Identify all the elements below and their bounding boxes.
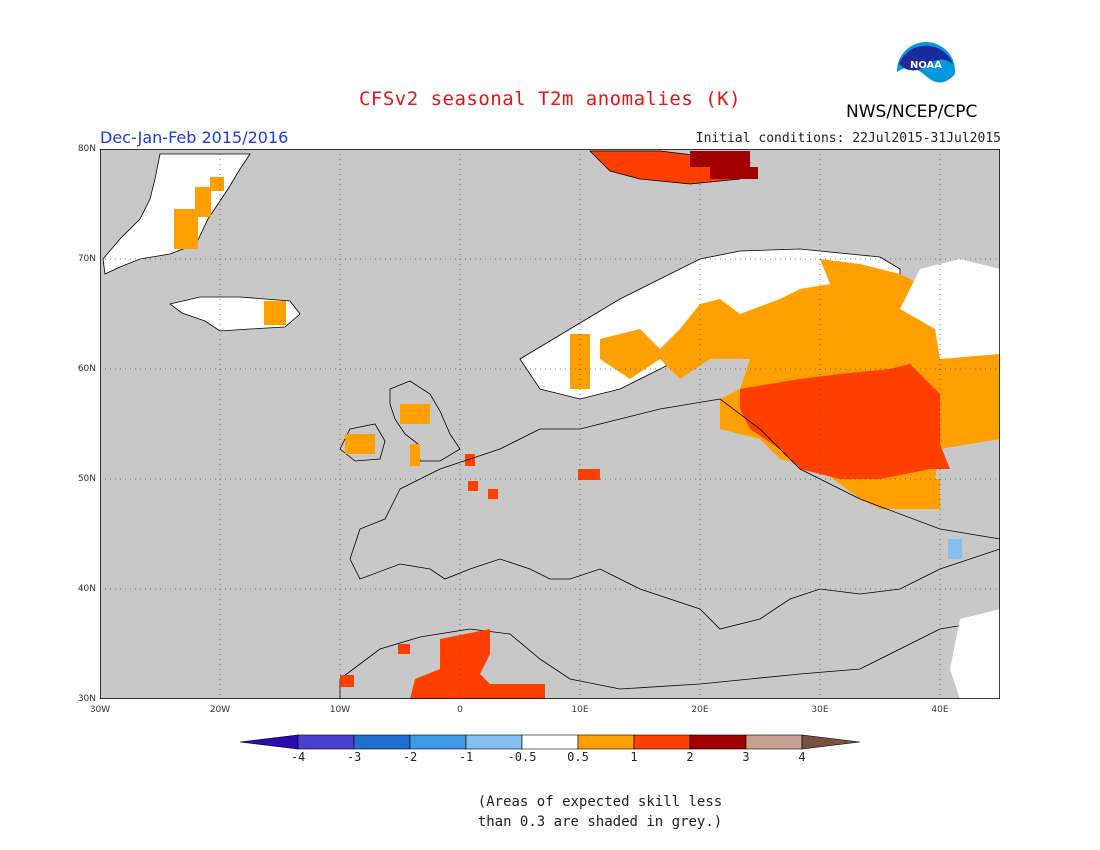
africa-coastline (339, 618, 1000, 699)
period-label: Dec-Jan-Feb 2015/2016 (100, 128, 289, 147)
skill-note-line-1: (Areas of expected skill less (477, 794, 723, 810)
lat-tick-60n: 60N (77, 364, 96, 374)
colorbar-label: -4 (290, 750, 306, 764)
colorbar-label: 2 (686, 750, 694, 764)
lat-tick-40n: 40N (77, 584, 96, 594)
lat-tick-80n: 80N (77, 144, 96, 154)
anomaly-red-russia (740, 364, 950, 479)
anomaly-map (100, 149, 1000, 699)
lon-tick-20e: 20E (691, 705, 709, 715)
anomaly-norway (570, 334, 590, 389)
russia-snow (900, 259, 1000, 359)
lon-tick-30w: 30W (89, 705, 111, 715)
colorbar-segment (465, 734, 523, 750)
colorbar-segment (633, 734, 691, 750)
colorbar-label: 0.5 (567, 750, 589, 764)
colorbar-label: -2 (402, 750, 418, 764)
map-graticule (100, 149, 1000, 699)
svalbard (589, 150, 758, 185)
colorbar (240, 734, 860, 750)
lon-tick-10e: 10E (571, 705, 589, 715)
colorbar-segment (297, 734, 355, 750)
colorbar-segment (577, 734, 635, 750)
chart-title: CFSv2 seasonal T2m anomalies (K) (358, 88, 742, 110)
colorbar-label: -3 (346, 750, 362, 764)
anomaly-morocco (398, 644, 410, 654)
lat-tick-50n: 50N (77, 474, 96, 484)
greenland (102, 153, 251, 275)
colorbar-arrow-high (801, 734, 860, 750)
organization-label: NWS/NCEP/CPC (846, 102, 978, 122)
anomaly-ukraine (900, 479, 940, 509)
colorbar-label: 3 (742, 750, 750, 764)
lon-tick-30e: 30E (811, 705, 829, 715)
british-isles (339, 380, 475, 466)
middle-east-snow (950, 609, 1000, 699)
colorbar-segment (409, 734, 467, 750)
lat-tick-70n: 70N (77, 254, 96, 264)
colorbar-segment (745, 734, 803, 750)
anomaly-france-2 (488, 489, 498, 499)
iceland (169, 296, 301, 332)
colorbar-label: -1 (458, 750, 474, 764)
colorbar-segment (689, 734, 747, 750)
colorbar-label: -0.5 (507, 750, 537, 764)
anomaly-morocco-2 (340, 675, 354, 687)
colorbar-label: 1 (630, 750, 638, 764)
anomaly-germany (578, 469, 600, 480)
anomaly-caucasus-blue (948, 539, 962, 559)
skill-note-line-2: than 0.3 are shaded in grey.) (477, 814, 723, 830)
colorbar-label: 4 (798, 750, 806, 764)
lon-tick-0: 0 (457, 705, 463, 715)
colorbar-segment (353, 734, 411, 750)
lat-tick-30n: 30N (77, 694, 96, 704)
skill-note: (Areas of expected skill less than 0.3 a… (420, 792, 780, 832)
lon-tick-40e: 40E (931, 705, 949, 715)
colorbar-arrow-low (240, 734, 299, 750)
initial-conditions-label: Initial conditions: 22Jul2015-31Jul2015 (695, 131, 1001, 146)
lon-tick-10w: 10W (329, 705, 351, 715)
anomaly-france-1 (468, 481, 478, 491)
noaa-logo: NOAA (896, 41, 956, 102)
lon-tick-20w: 20W (209, 705, 231, 715)
logo-text: NOAA (910, 60, 942, 71)
colorbar-segment (521, 734, 579, 750)
anomaly-north-africa (410, 629, 545, 699)
europe-coastline (349, 398, 1000, 630)
